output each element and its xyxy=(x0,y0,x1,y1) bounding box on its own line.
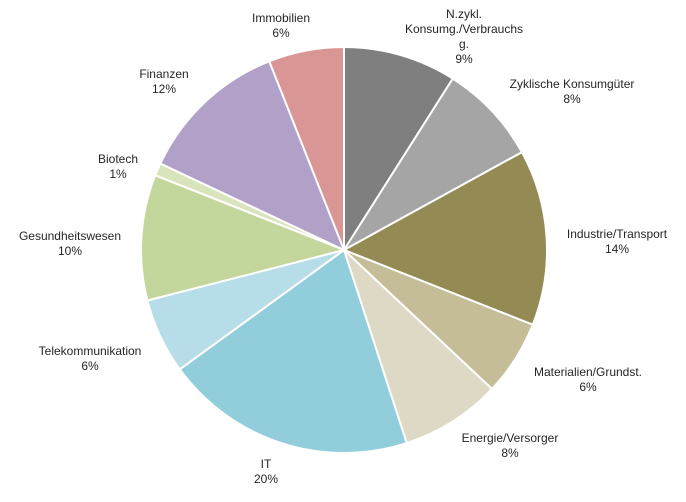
slice-category: Finanzen xyxy=(139,67,188,81)
pie-slice-6 xyxy=(178,248,408,454)
slice-category: Zyklische Konsumgüter xyxy=(510,77,635,91)
pie-label-7: Telekommunikation 6% xyxy=(39,344,142,373)
slice-category: Energie/Versorger xyxy=(462,431,559,445)
pie-slice-5 xyxy=(343,249,494,445)
slice-percent: 9% xyxy=(455,52,473,66)
slice-percent: 14% xyxy=(605,242,629,256)
pie-slice-2 xyxy=(343,77,524,251)
slice-category: N.zykl. xyxy=(446,7,482,21)
slice-category: Biotech xyxy=(98,152,138,166)
slice-percent: 6% xyxy=(81,359,99,373)
pie-slice-11 xyxy=(267,45,345,251)
pie-label-4: Materialien/Grundst. 6% xyxy=(534,365,642,394)
slice-category: Materialien/Grundst. xyxy=(534,365,642,379)
pie-slice-1 xyxy=(343,45,455,254)
slice-category: g. xyxy=(459,37,469,51)
pie-label-10: Finanzen 12% xyxy=(139,67,188,96)
pie-label-2: Zyklische Konsumgüter 8% xyxy=(510,77,635,106)
pie-label-6: IT 20% xyxy=(254,457,278,486)
slice-percent: 8% xyxy=(501,446,519,460)
pie-label-1: N.zykl. Konsumg./Verbrauchs g. 9% xyxy=(405,7,523,66)
slice-percent: 8% xyxy=(563,92,581,106)
slice-category: Immobilien xyxy=(252,11,310,25)
pie-slice-3 xyxy=(341,150,548,327)
slice-percent: 6% xyxy=(579,380,597,394)
pie-label-3: Industrie/Transport 14% xyxy=(567,227,668,256)
slice-percent: 20% xyxy=(254,472,278,486)
slice-category: Telekommunikation xyxy=(39,344,142,358)
slice-category: Konsumg./Verbrauchs xyxy=(405,22,523,36)
pie-label-9: Biotech 1% xyxy=(98,152,138,181)
slice-percent: 1% xyxy=(109,167,127,181)
slice-percent: 12% xyxy=(152,82,176,96)
pie-label-5: Energie/Versorger 8% xyxy=(462,431,559,460)
slice-category: IT xyxy=(261,457,272,471)
slice-percent: 10% xyxy=(58,244,82,258)
pie-label-11: Immobilien 6% xyxy=(252,11,310,40)
pie-slices xyxy=(140,45,548,454)
slice-category: Industrie/Transport xyxy=(567,227,668,241)
pie-labels: N.zykl. Konsumg./Verbrauchs g. 9% Zyklische … xyxy=(19,7,668,486)
pie-slice-10 xyxy=(158,59,346,252)
pie-slice-8 xyxy=(140,173,348,302)
slice-category: Gesundheitswesen xyxy=(19,229,121,243)
slice-percent: 6% xyxy=(272,26,290,40)
pie-label-8: Gesundheitswesen 10% xyxy=(19,229,121,258)
